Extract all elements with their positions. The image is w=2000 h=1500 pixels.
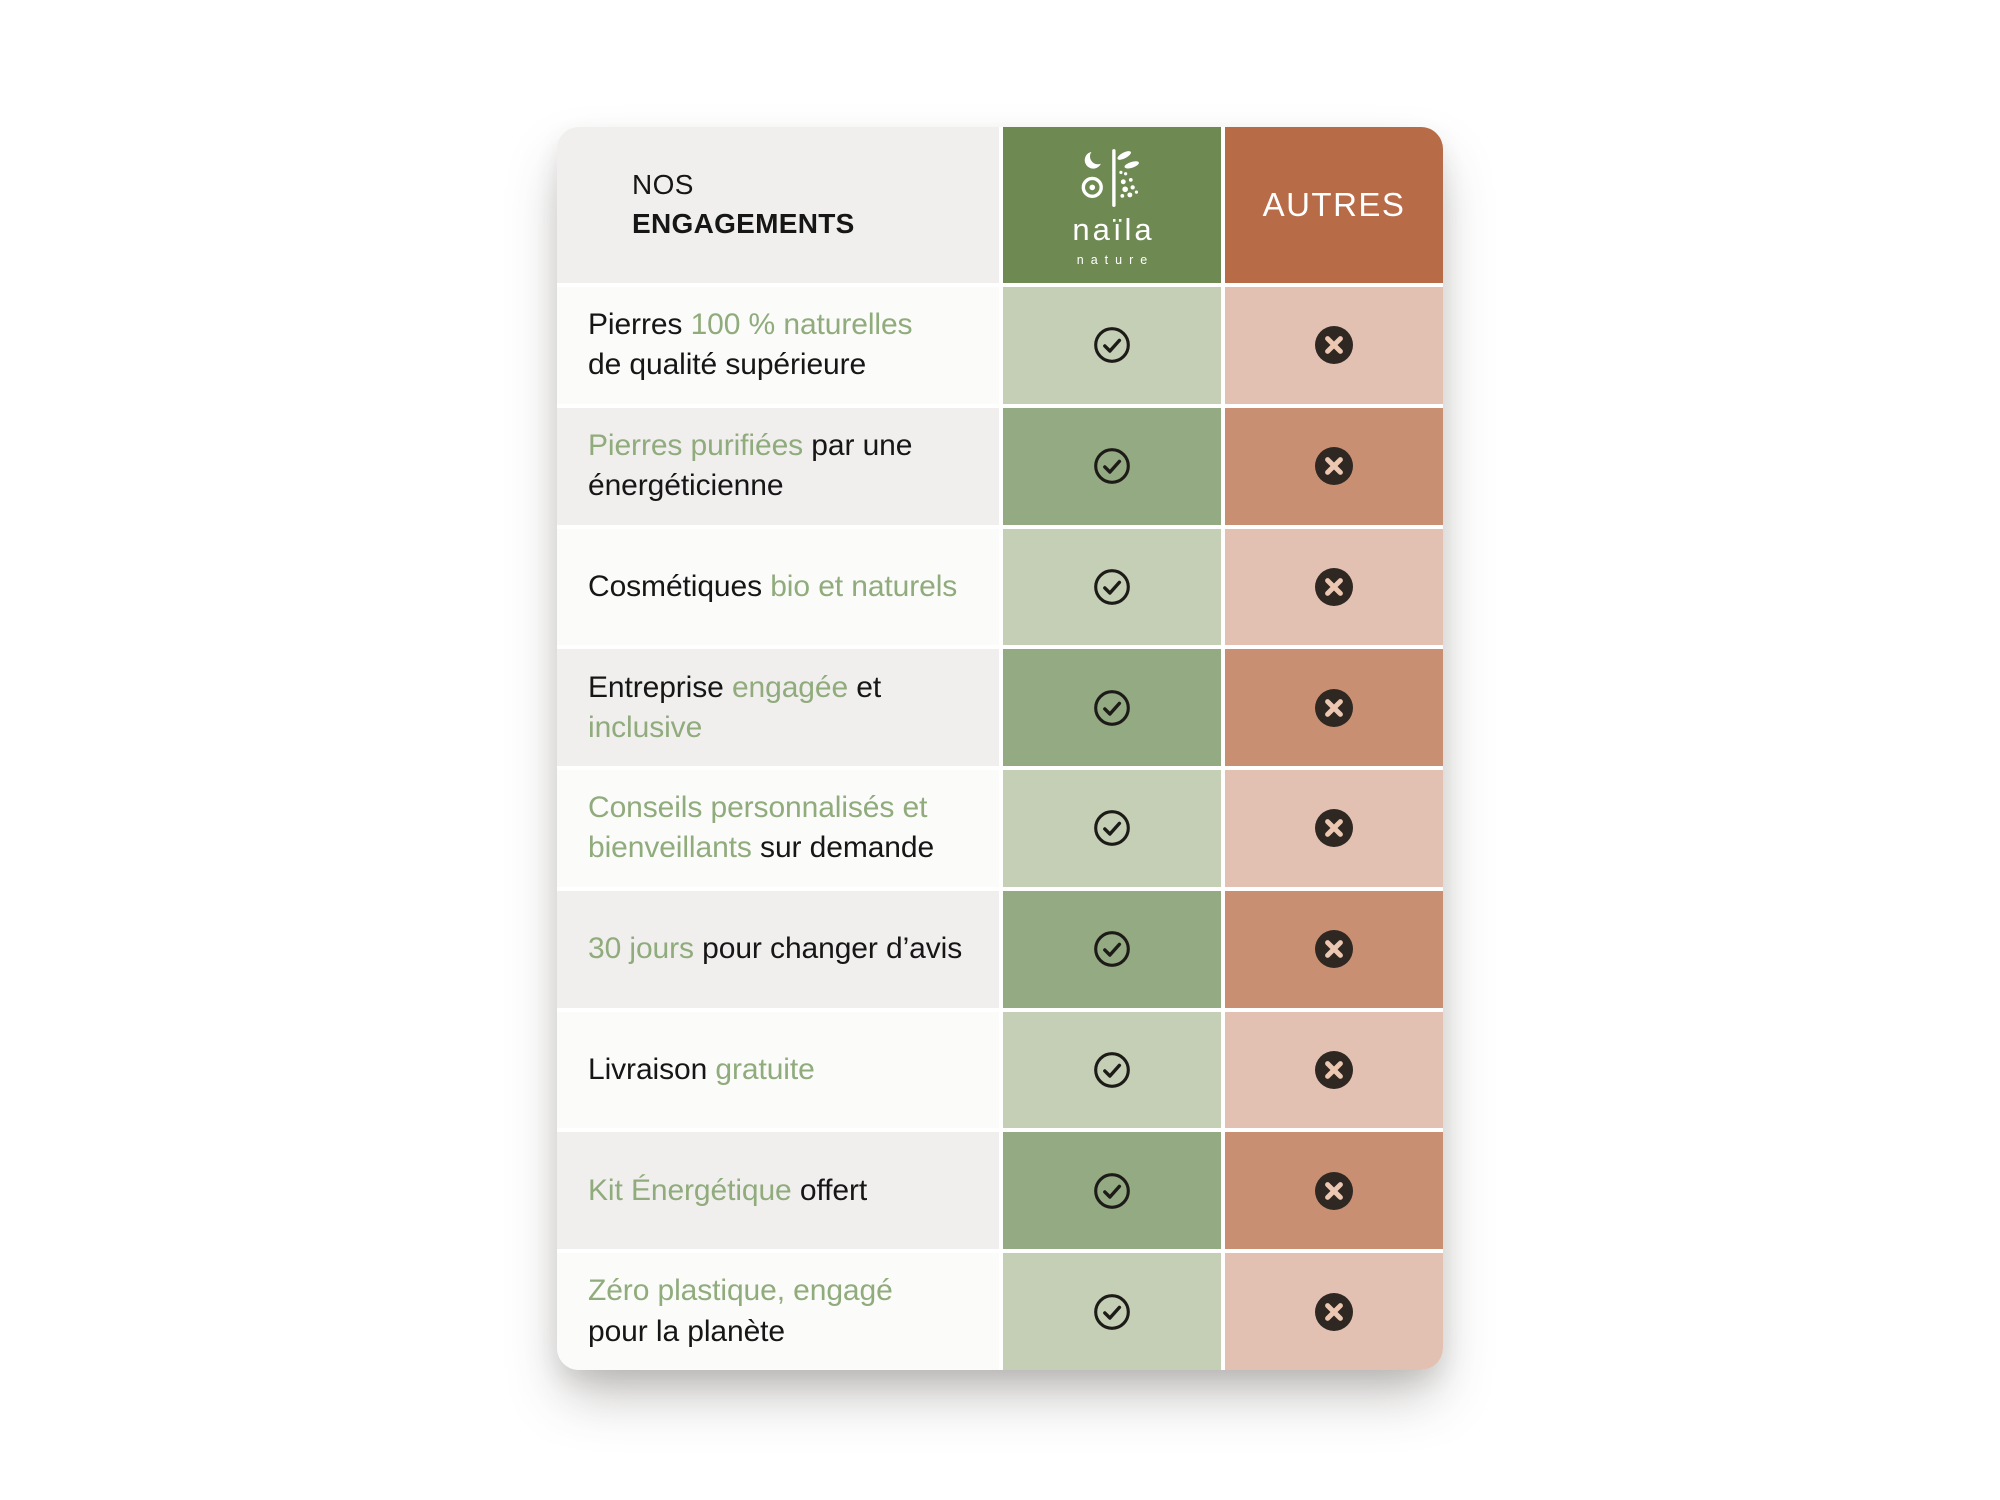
- row-label-text: Entreprise engagée et inclusive: [588, 668, 881, 748]
- label-accent-segment: Zéro plastique, engagé: [588, 1274, 893, 1308]
- label-accent-segment: Conseils personnalisés et: [588, 791, 928, 825]
- autres-status-cell: [1225, 528, 1443, 646]
- label-accent-segment: Pierres purifiées: [588, 428, 804, 462]
- label-segment: Cosmétiques: [588, 569, 771, 603]
- x-circle-icon: [1315, 1292, 1353, 1331]
- label-segment: pour la planète: [588, 1314, 785, 1348]
- naila-status-cell: [1003, 1253, 1221, 1370]
- table-header-naila: naïla nature: [1003, 127, 1221, 283]
- row-label-cell: Kit Énergétique offert: [557, 1132, 999, 1250]
- label-accent-segment: engagée: [731, 670, 849, 704]
- label-accent-segment: bienveillants: [588, 831, 752, 865]
- x-circle-icon: [1315, 447, 1353, 486]
- row-label-cell: Entreprise engagée et inclusive: [557, 649, 999, 767]
- label-segment: sur demande: [751, 831, 935, 865]
- row-label-cell: Pierres 100 % naturelles de qualité supér…: [557, 287, 999, 404]
- naila-status-cell: [1003, 890, 1221, 1008]
- row-label-cell: Conseils personnalisés et bienveillants s…: [557, 770, 999, 887]
- x-circle-icon: [1315, 930, 1353, 969]
- x-circle-icon: [1315, 567, 1353, 606]
- row-label-text: Conseils personnalisés et bienveillants s…: [588, 788, 934, 868]
- row-label-cell: Zéro plastique, engagé pour la planète: [557, 1253, 999, 1370]
- label-segment: par une: [803, 428, 913, 462]
- check-circle-icon: [1094, 569, 1130, 605]
- label-segment: et: [848, 670, 882, 704]
- label-accent-segment: bio et naturels: [770, 569, 958, 603]
- autres-status-cell: [1225, 649, 1443, 767]
- row-label-cell: Livraison gratuite: [557, 1011, 999, 1129]
- x-circle-icon: [1315, 1051, 1353, 1090]
- row-label-text: Pierres purifiées par une énergéticienne: [588, 426, 912, 506]
- label-segment: pour changer d’avis: [693, 932, 963, 966]
- check-circle-icon: [1094, 448, 1130, 485]
- naila-status-cell: [1003, 528, 1221, 646]
- check-circle-icon: [1094, 689, 1130, 726]
- row-label-text: 30 jours pour changer d’avis: [588, 929, 962, 969]
- row-label-cell: 30 jours pour changer d’avis: [557, 890, 999, 1008]
- label-accent-segment: gratuite: [715, 1052, 815, 1086]
- row-label-text: Pierres 100 % naturelles de qualité supér…: [588, 305, 913, 385]
- naila-status-cell: [1003, 407, 1221, 525]
- naila-plant-moon-logo-icon: [1081, 148, 1139, 207]
- autres-status-cell: [1225, 407, 1443, 525]
- others-label: AUTRES: [1262, 186, 1406, 223]
- label-segment: de qualité supérieure: [588, 348, 867, 382]
- x-circle-icon: [1315, 326, 1353, 365]
- autres-status-cell: [1225, 1011, 1443, 1129]
- naila-status-cell: [1003, 649, 1221, 767]
- x-circle-icon: [1315, 1171, 1353, 1210]
- naila-status-cell: [1003, 287, 1221, 404]
- x-circle-icon: [1315, 809, 1353, 848]
- autres-status-cell: [1225, 287, 1443, 404]
- label-accent-segment: inclusive: [588, 710, 703, 744]
- autres-status-cell: [1225, 1253, 1443, 1370]
- label-segment: énergéticienne: [588, 469, 784, 503]
- brand-name: naïla: [1072, 212, 1155, 247]
- naila-status-cell: [1003, 1011, 1221, 1129]
- check-circle-icon: [1094, 810, 1130, 847]
- check-circle-icon: [1094, 1052, 1130, 1088]
- table-header-autres: AUTRES: [1225, 127, 1443, 283]
- label-segment: Entreprise: [588, 670, 732, 704]
- row-label-cell: Cosmétiques bio et naturels: [557, 528, 999, 646]
- label-segment: Pierres: [588, 308, 691, 342]
- table-header-engagements: NOS ENGAGEMENTS: [557, 127, 999, 283]
- label-accent-segment: 100 % naturelles: [690, 308, 913, 342]
- header-title-line1: NOS: [632, 169, 694, 201]
- autres-status-cell: [1225, 890, 1443, 1008]
- row-label-text: Cosmétiques bio et naturels: [588, 567, 957, 607]
- x-circle-icon: [1315, 688, 1353, 727]
- check-circle-icon: [1094, 931, 1130, 968]
- autres-status-cell: [1225, 1132, 1443, 1250]
- naila-status-cell: [1003, 1132, 1221, 1250]
- check-circle-icon: [1094, 327, 1130, 364]
- row-label-text: Livraison gratuite: [588, 1050, 815, 1090]
- label-accent-segment: 30 jours: [588, 932, 694, 966]
- label-segment: offert: [791, 1173, 868, 1207]
- label-accent-segment: Kit Énergétique: [588, 1173, 792, 1207]
- row-label-text: Kit Énergétique offert: [588, 1171, 867, 1211]
- header-title-line2: ENGAGEMENTS: [632, 208, 855, 239]
- comparison-table: NOS ENGAGEMENTS naïla na: [557, 127, 1443, 1370]
- row-label-cell: Pierres purifiées par une énergéticienne: [557, 407, 999, 525]
- brand-subtitle: nature: [1076, 253, 1155, 267]
- check-circle-icon: [1094, 1293, 1130, 1330]
- label-segment: Livraison: [588, 1052, 716, 1086]
- check-circle-icon: [1094, 1172, 1130, 1209]
- naila-status-cell: [1003, 770, 1221, 887]
- row-label-text: Zéro plastique, engagé pour la planète: [588, 1271, 893, 1351]
- autres-status-cell: [1225, 770, 1443, 887]
